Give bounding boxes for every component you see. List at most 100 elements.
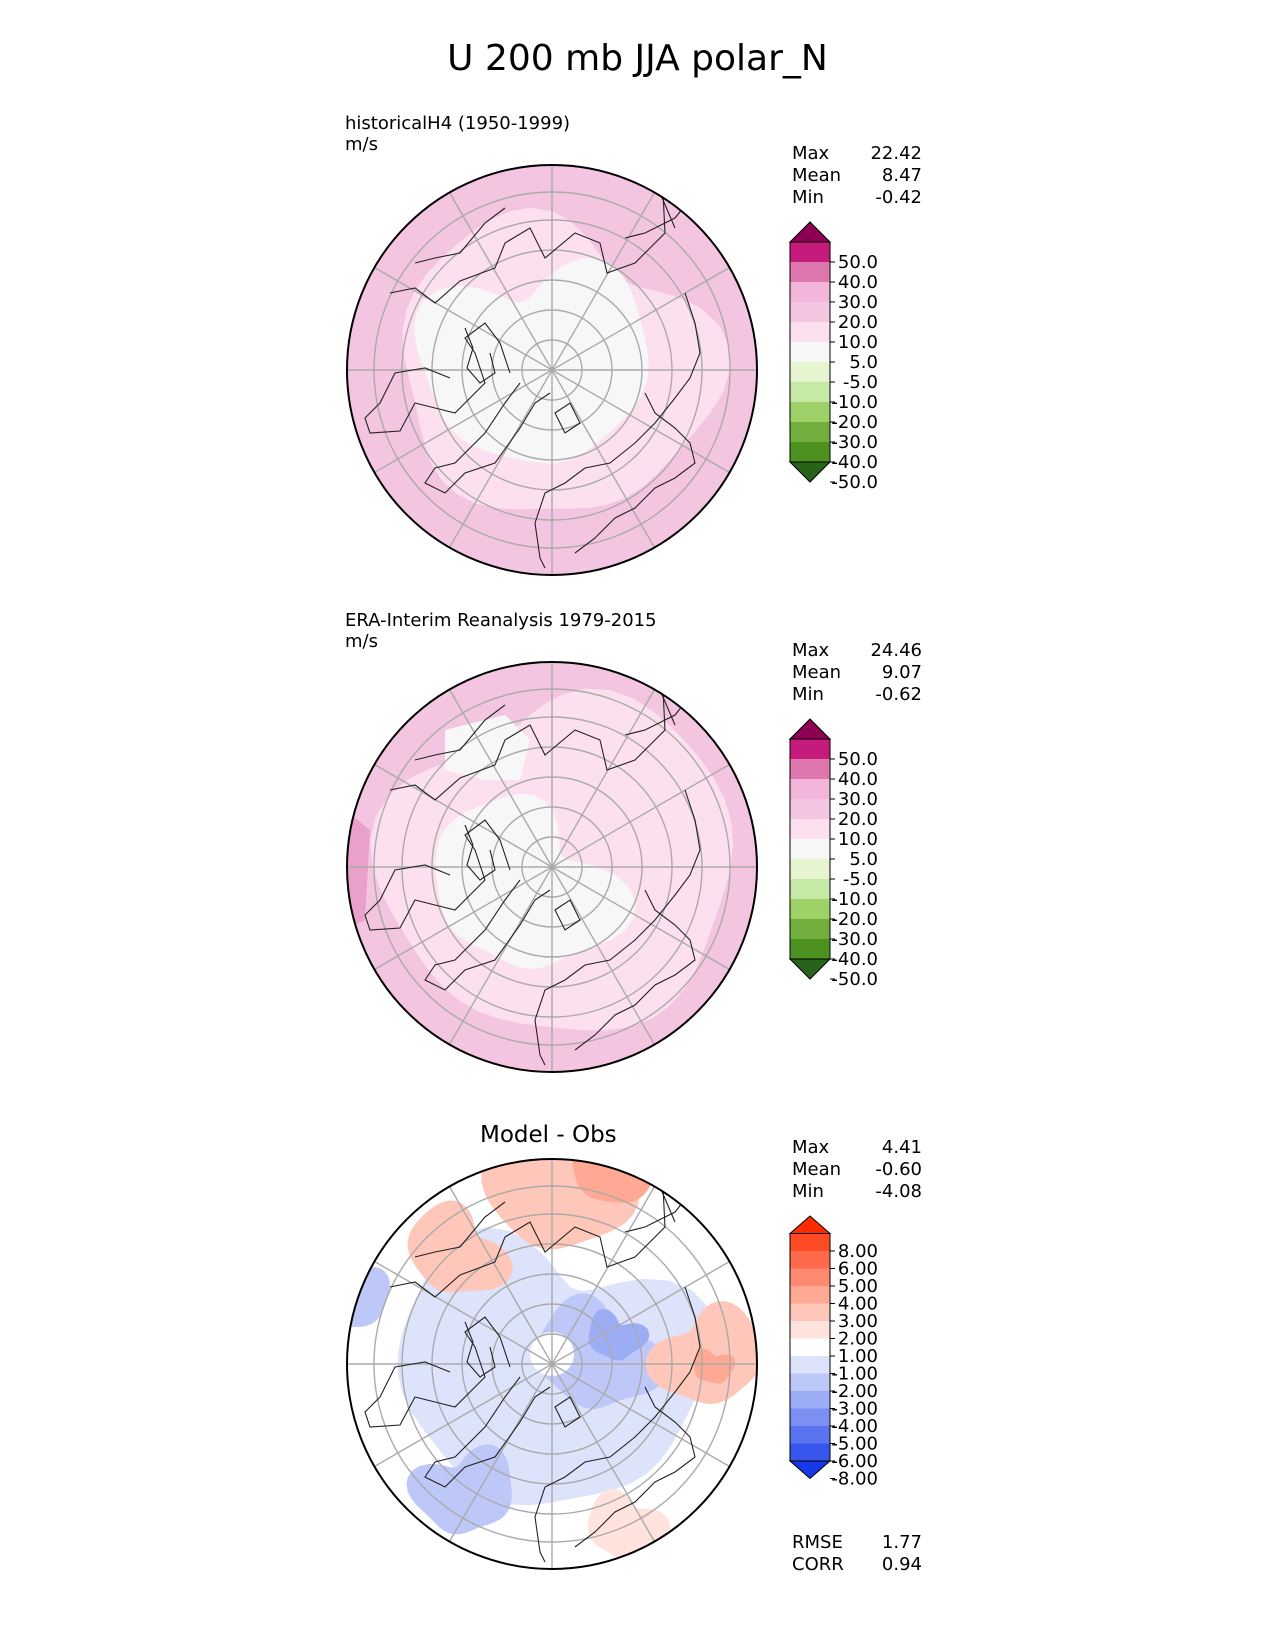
stat-row: Mean -0.60 — [792, 1159, 922, 1181]
colorbar-extend-min — [788, 461, 832, 483]
stat-value: 4.41 — [881, 1137, 922, 1158]
panel-1-colorbar: 50.040.030.020.010.05.0-5.0-10.0-20.0-30… — [788, 221, 878, 493]
colorbar-segment — [790, 442, 830, 462]
metric-row: RMSE 1.77 — [792, 1532, 922, 1554]
longitude-line — [448, 192, 656, 548]
colorbar-tick-label: -40.0 — [831, 452, 878, 473]
coastline — [364, 819, 511, 931]
stat-label: Min — [792, 1181, 824, 1202]
colorbar-segment — [790, 879, 830, 899]
colorbar-tick-label: -50.0 — [831, 472, 878, 493]
colorbar-segment — [790, 422, 830, 442]
map-boundary — [346, 661, 758, 1073]
coastline — [414, 1201, 506, 1258]
coastline — [534, 1286, 701, 1563]
map-boundary — [346, 1158, 758, 1570]
colorbar-tick-label: 20.0 — [838, 312, 878, 333]
colorbar-segment — [790, 739, 830, 759]
colorbar-tick-label: 5.0 — [849, 352, 878, 373]
coastline — [424, 1376, 551, 1488]
stat-value: 22.42 — [870, 143, 922, 164]
longitude-line — [448, 1186, 656, 1542]
field-band-20-30-west — [347, 810, 370, 930]
colorbar-tick-label: 8.00 — [838, 1241, 878, 1262]
field-band-neg5-5-north — [445, 715, 530, 780]
colorbar-segment — [790, 759, 830, 779]
figure-title: U 200 mb JJA polar_N — [447, 38, 828, 79]
coastline — [574, 1386, 696, 1548]
panel-2-polar-map — [346, 661, 758, 1073]
colorbar-segments — [788, 718, 832, 980]
coastline — [554, 1396, 581, 1428]
stat-row: Min -0.62 — [792, 684, 922, 706]
colorbar-tick-label: 20.0 — [838, 809, 878, 830]
stat-row: Max 24.46 — [792, 640, 922, 662]
colorbar-tick-label: 30.0 — [838, 789, 878, 810]
coastlines — [364, 172, 701, 569]
stat-row: Max 4.41 — [792, 1137, 922, 1159]
stat-label: Mean — [792, 662, 842, 683]
stat-label: Mean — [792, 165, 842, 186]
colorbar-segment — [790, 342, 830, 362]
colorbar-segment — [790, 939, 830, 959]
colorbar-tick-label: -20.0 — [831, 909, 878, 930]
colorbar-tick-label: 50.0 — [838, 749, 878, 770]
coastline — [464, 1321, 496, 1378]
colorbar-outline — [789, 1233, 831, 1462]
panel-1-title: historicalH4 (1950-1999) — [345, 113, 571, 134]
colorbar-segment — [790, 1303, 830, 1321]
coastline — [364, 322, 511, 434]
panel-1-units: m/s — [345, 134, 378, 155]
map-field-group — [347, 662, 757, 1072]
colorbar-segment — [790, 242, 830, 262]
colorbar-segment — [790, 1338, 830, 1356]
coastline — [554, 402, 581, 434]
colorbar-segment — [790, 1408, 830, 1426]
colorbar-tick-label: -10.0 — [831, 392, 878, 413]
coastline — [534, 789, 701, 1066]
diff-band-west-neg — [347, 1266, 390, 1328]
stat-row: Min -0.42 — [792, 187, 922, 209]
map-field-group — [347, 1159, 757, 1569]
stat-label: Min — [792, 684, 824, 705]
colorbar-tick-label: 40.0 — [838, 272, 878, 293]
coastline — [364, 1316, 511, 1428]
colorbar-segment — [790, 1443, 830, 1461]
coastline — [389, 1186, 666, 1298]
coastline — [424, 382, 551, 494]
coastline — [414, 704, 506, 761]
coastline — [534, 292, 701, 569]
colorbar-segment — [790, 859, 830, 879]
coastline — [464, 824, 496, 881]
diff-band-3-4-east — [694, 1348, 736, 1384]
colorbar-segment — [790, 322, 830, 342]
panel-2-units: m/s — [345, 631, 378, 652]
coastline — [464, 327, 496, 384]
stat-value: -0.42 — [875, 187, 922, 208]
colorbar-tick-label: -2.00 — [831, 1381, 878, 1402]
metric-label: RMSE — [792, 1532, 843, 1553]
metric-value: 0.94 — [881, 1554, 922, 1575]
colorbar-segment — [790, 1426, 830, 1444]
stat-value: -0.60 — [875, 1159, 922, 1180]
coastline — [554, 899, 581, 931]
stat-value: 24.46 — [870, 640, 922, 661]
colorbar-segment — [790, 919, 830, 939]
panel-3-colorbar: 8.006.005.004.003.002.001.00-1.00-2.00-3… — [788, 1215, 878, 1490]
colorbar-tick-label: -20.0 — [831, 412, 878, 433]
colorbar-segment — [790, 302, 830, 322]
stat-label: Max — [792, 143, 830, 164]
colorbar-segment — [790, 1251, 830, 1269]
stat-label: Mean — [792, 1159, 842, 1180]
panel-1-polar-map — [346, 164, 758, 576]
stat-label: Max — [792, 1137, 830, 1158]
colorbar-tick-label: -30.0 — [831, 432, 878, 453]
colorbar-segment — [790, 362, 830, 382]
panel-3-polar-map — [346, 1158, 758, 1570]
colorbar-extend-max — [788, 221, 832, 243]
colorbar-extend-max — [788, 718, 832, 740]
colorbar-tick-label: 2.00 — [838, 1329, 878, 1350]
coastline — [414, 207, 506, 264]
diff-band-neg3-neg2-south — [406, 1444, 512, 1535]
colorbar-segment — [790, 1268, 830, 1286]
